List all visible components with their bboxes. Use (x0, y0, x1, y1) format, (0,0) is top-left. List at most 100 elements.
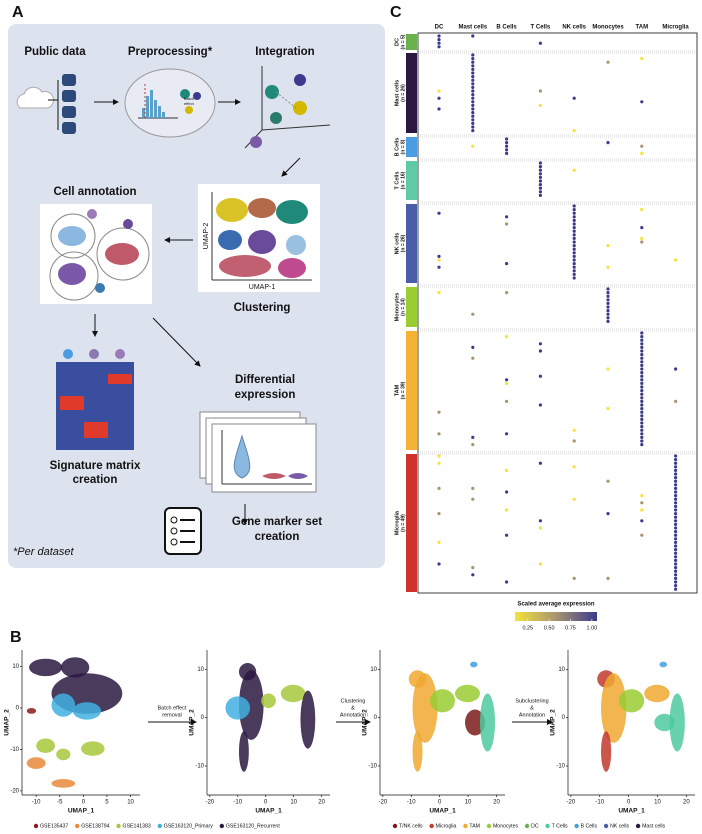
dot (572, 222, 576, 226)
dot (538, 89, 543, 93)
step-title-line: creation (255, 531, 300, 543)
dot (640, 392, 644, 396)
dot (572, 218, 576, 222)
dot (674, 483, 678, 487)
legend-label: TAM (469, 823, 480, 829)
panel-label: C (390, 4, 402, 21)
dot (437, 211, 441, 215)
dot (606, 291, 610, 295)
legend-swatch (75, 823, 80, 829)
dot (640, 208, 644, 212)
cell-cluster (26, 708, 37, 714)
dot (538, 168, 543, 172)
transition-label: Annotation (340, 712, 366, 718)
dot (572, 576, 576, 581)
dot (471, 64, 475, 68)
dot (505, 144, 509, 148)
dot (606, 305, 610, 309)
dot (538, 193, 543, 197)
group-bar (406, 454, 417, 592)
cell-cluster (659, 661, 668, 668)
dot (538, 165, 543, 169)
cell-cluster (51, 693, 76, 717)
dot (640, 151, 644, 155)
dot (674, 519, 678, 523)
dot (572, 269, 576, 273)
x-tick-label: 10 (127, 800, 134, 806)
dot (538, 349, 543, 353)
dot (572, 215, 576, 219)
dot (674, 544, 678, 548)
legend-label: GSE138794 (81, 823, 109, 829)
dot (640, 356, 644, 360)
transition-label: Annotation (519, 712, 545, 718)
dot (640, 367, 644, 371)
dot (674, 551, 678, 555)
dot (471, 312, 475, 316)
dot (674, 458, 678, 462)
dot (505, 222, 509, 226)
axis-label: UMAP-1 (249, 284, 276, 291)
group-count: (n = 5) (400, 34, 406, 49)
dot (674, 511, 678, 516)
dot (606, 511, 610, 516)
dot (572, 272, 576, 276)
dot (437, 486, 441, 490)
group-label: T Cells (394, 171, 400, 189)
dot (640, 236, 644, 240)
group-bar (406, 53, 417, 133)
dot (674, 566, 678, 570)
violin-icon (199, 411, 317, 493)
column-label: TAM (636, 25, 649, 31)
dot (572, 229, 576, 233)
colorbar-title: Scaled average expression (517, 602, 594, 608)
x-tick-label: 20 (493, 800, 500, 806)
dot (505, 141, 509, 145)
dot (640, 345, 644, 349)
batch-label: Batch effect (184, 96, 195, 106)
x-tick-label: 0 (264, 800, 268, 806)
dot (674, 494, 678, 498)
group-bar (406, 137, 417, 157)
dot (505, 335, 509, 339)
legend-swatch (524, 823, 530, 829)
group-count: (n = 16) (400, 171, 406, 189)
dot (437, 461, 441, 465)
dot (640, 389, 644, 393)
cell-cluster (601, 731, 612, 772)
dot (572, 233, 576, 237)
dot (640, 508, 644, 512)
x-tick-label: 0 (82, 800, 86, 806)
dot (640, 240, 644, 244)
group-bar (406, 331, 417, 450)
dot (674, 490, 678, 494)
dot (674, 476, 678, 480)
legend-label: NK cells (610, 823, 629, 829)
dot (674, 468, 678, 472)
dot (505, 533, 509, 537)
dot (640, 519, 644, 523)
transition-label: Batch effect (158, 705, 187, 711)
dot (640, 421, 644, 425)
dot (437, 34, 441, 38)
legend-label: Mast cells (642, 823, 665, 829)
dot (674, 558, 678, 563)
dot (674, 454, 678, 458)
dot (640, 226, 644, 230)
dot (471, 93, 475, 97)
dot (572, 465, 576, 469)
dot (572, 236, 576, 240)
group-label: Mast cells (394, 80, 400, 106)
dot (640, 374, 644, 378)
dot (674, 515, 678, 519)
dot (674, 479, 678, 483)
dot (505, 137, 509, 141)
dot (572, 226, 576, 230)
dot (640, 407, 644, 411)
dot (674, 533, 678, 537)
dot (437, 454, 441, 458)
dot (471, 53, 475, 57)
dot (572, 258, 576, 262)
dot (572, 244, 576, 248)
dot (640, 439, 644, 443)
